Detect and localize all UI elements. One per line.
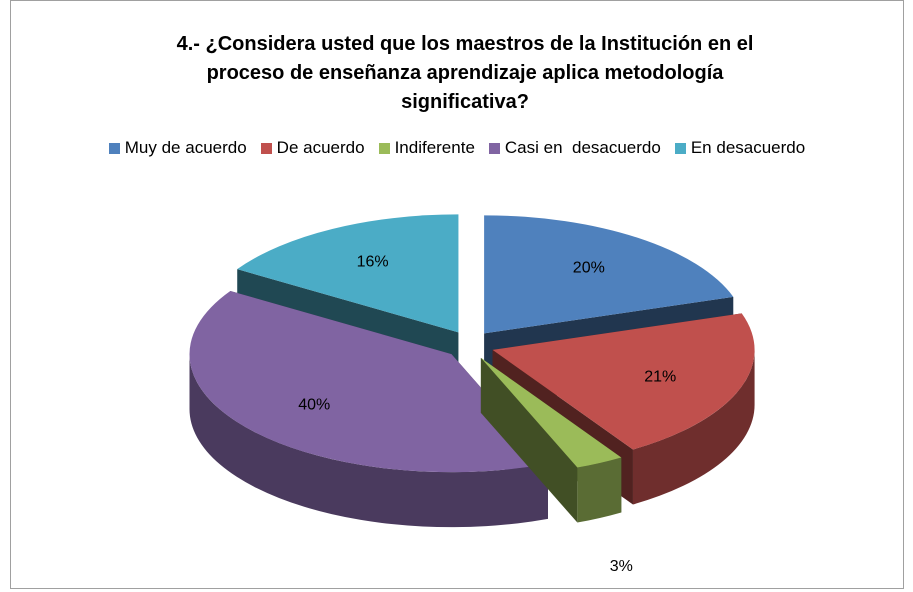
legend-item: Casi en desacuerdo <box>488 138 661 158</box>
legend-swatch <box>378 142 390 154</box>
slice-side <box>577 457 622 523</box>
chart-frame <box>10 0 904 589</box>
slice <box>484 215 734 334</box>
data-label: 21% <box>644 368 676 385</box>
legend-swatch <box>108 142 120 154</box>
data-label: 16% <box>357 253 389 270</box>
legend-swatch <box>488 142 500 154</box>
legend-item: Muy de acuerdo <box>108 138 247 158</box>
legend-label: Indiferente <box>394 138 475 157</box>
legend-label: Casi en desacuerdo <box>504 138 661 157</box>
legend-label: De acuerdo <box>276 138 365 157</box>
slice-side <box>189 354 548 528</box>
legend-swatch <box>674 142 686 154</box>
data-label: 20% <box>573 260 605 277</box>
legend-item: De acuerdo <box>260 138 365 158</box>
legend-label: En desacuerdo <box>690 138 806 157</box>
slice <box>492 313 755 450</box>
legend-swatch <box>260 142 272 154</box>
legend-item: En desacuerdo <box>674 138 806 158</box>
legend: Muy de acuerdo De acuerdo Indiferente Casi … <box>10 138 904 158</box>
chart-title: 4.- ¿Considera usted que los maestros de… <box>176 33 754 113</box>
data-label: 40% <box>298 397 330 414</box>
legend-item: Indiferente <box>378 138 475 158</box>
slice <box>237 214 459 333</box>
slice-side <box>632 349 755 505</box>
legend-label: Muy de acuerdo <box>124 138 247 157</box>
slice <box>189 290 548 473</box>
data-label: 3% <box>610 558 633 575</box>
slice <box>480 357 622 468</box>
slice-wall <box>480 357 578 523</box>
